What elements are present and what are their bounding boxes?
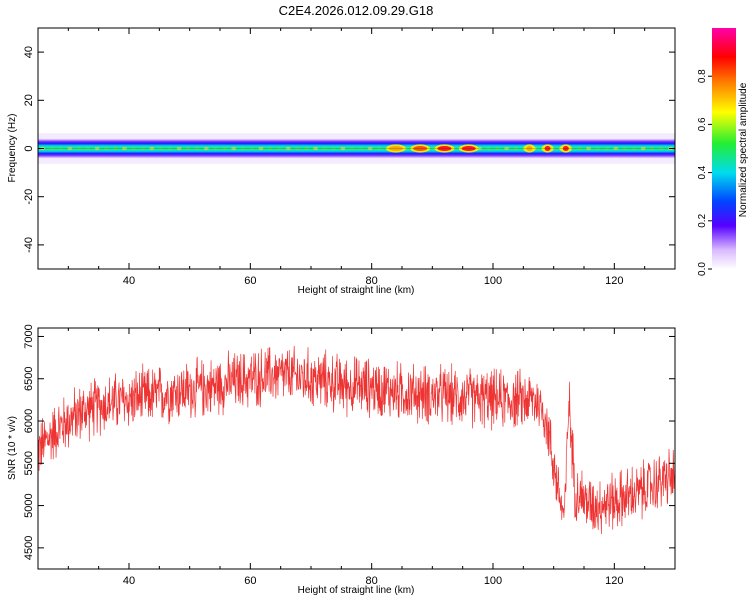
spectrogram-ytick-label: 20: [23, 94, 35, 106]
snr-panel: 40 60 80 100 120 4500 5000 5500 6000 6500 7000 Hei…: [7, 324, 676, 596]
figure-title: C2E4.2026.012.09.29.G18: [279, 3, 434, 18]
spectrogram-plot-area: [38, 133, 675, 164]
spectrogram-ytick-label: 40: [23, 46, 35, 58]
colorbar-tick-label: 0.6: [697, 117, 708, 131]
snr-x-label: Height of straight line (km): [298, 585, 415, 596]
spectrogram-ytick-label: -40: [23, 237, 35, 253]
snr-xtick-label: 60: [244, 575, 256, 587]
spectrogram-xtick-label: 40: [123, 275, 135, 287]
spectrogram-x-label: Height of straight line (km): [298, 285, 415, 296]
snr-series-line: [38, 345, 675, 534]
spectrogram-panel: 40 60 80 100 120 -40 -20 0 20 40 Height of straig…: [7, 27, 676, 296]
colorbar: 0.0 0.2 0.4 0.6 0.8 Normalized spectral ampl…: [697, 28, 749, 276]
colorbar-tick-label: 0.0: [697, 262, 708, 276]
spectrogram-xtick-label: 100: [484, 275, 502, 287]
spectrogram-xtick-label: 80: [366, 275, 378, 287]
colorbar-label: Normalized spectral amplitude: [738, 82, 749, 217]
snr-ytick-label: 6000: [23, 409, 35, 433]
snr-frame: [37, 327, 676, 570]
snr-xtick-label: 120: [605, 575, 623, 587]
snr-ytick-label: 5000: [23, 493, 35, 517]
spectrogram-xtick-label: 60: [244, 275, 256, 287]
spectrogram-xtick-label: 120: [605, 275, 623, 287]
snr-ytick-label: 5500: [23, 451, 35, 475]
spectrogram-y-label: Frequency (Hz): [7, 114, 18, 183]
colorbar-tick-label: 0.2: [697, 213, 708, 227]
colorbar-tick-label: 0.4: [697, 165, 708, 179]
colorbar-ticks: 0.0 0.2 0.4 0.6 0.8: [697, 69, 712, 276]
colorbar-gradient: [712, 28, 736, 269]
spectrogram-ticks: 40 60 80 100 120 -40 -20 0 20 40: [23, 28, 676, 287]
snr-xtick-label: 40: [123, 575, 135, 587]
colorbar-tick-label: 0.8: [697, 69, 708, 83]
snr-ytick-label: 6500: [23, 366, 35, 390]
snr-ticks: 40 60 80 100 120 4500 5000 5500 6000 6500 7000: [23, 324, 676, 587]
snr-ytick-label: 7000: [23, 324, 35, 348]
spectrogram-ytick-label: 0: [23, 145, 35, 151]
snr-y-label: SNR (10 * v/v): [7, 416, 18, 480]
snr-xtick-label: 80: [366, 575, 378, 587]
snr-plot-area: [38, 345, 675, 534]
snr-ytick-label: 4500: [23, 536, 35, 560]
snr-xtick-label: 100: [484, 575, 502, 587]
spectrogram-ytick-label: -20: [23, 189, 35, 205]
